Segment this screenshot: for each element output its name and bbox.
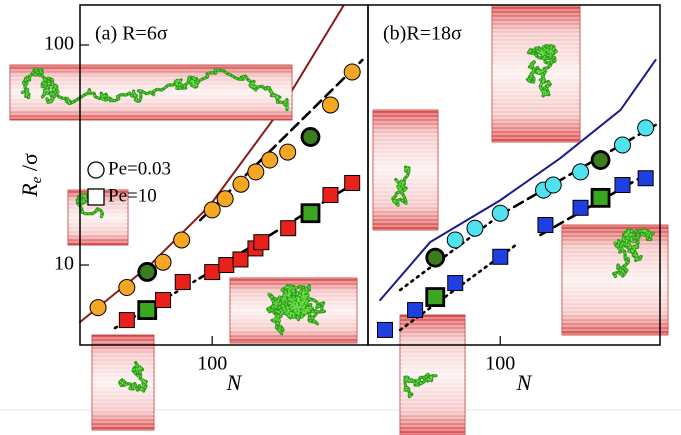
data-point (254, 235, 269, 250)
data-point (233, 176, 249, 192)
data-point (219, 258, 234, 273)
snapshot (230, 278, 357, 343)
data-point (427, 249, 444, 266)
data-point (545, 177, 561, 193)
data-point (119, 313, 134, 328)
data-point (638, 120, 654, 136)
data-point (408, 303, 423, 318)
data-point (615, 178, 630, 193)
data-point (262, 152, 278, 168)
data-point (217, 191, 233, 207)
snapshot (400, 315, 465, 435)
data-point (205, 265, 220, 280)
snapshot (373, 110, 438, 230)
legend-marker (88, 162, 104, 178)
data-point (538, 218, 553, 233)
data-point (174, 232, 190, 248)
data-point (378, 322, 393, 337)
data-point (233, 252, 248, 267)
panel-label: (a) R=6σ (95, 23, 168, 45)
data-point (573, 164, 589, 180)
insets-layer (10, 5, 668, 435)
data-point (204, 202, 220, 218)
data-point (280, 144, 296, 160)
data-point (281, 221, 296, 236)
x-axis-label: N (516, 370, 533, 395)
data-point (90, 300, 106, 316)
data-point (638, 171, 653, 186)
data-point (175, 275, 190, 290)
snapshot (562, 225, 668, 335)
data-point (493, 249, 508, 264)
data-point (345, 175, 360, 190)
legend-label: Pe=0.03 (108, 158, 171, 179)
snapshot (492, 5, 580, 142)
data-point (248, 164, 264, 180)
data-point (155, 254, 171, 270)
data-point (119, 280, 135, 296)
y-label-main: R (17, 183, 42, 198)
snapshot (10, 65, 292, 120)
x-tick-label: 100 (485, 353, 515, 375)
data-point (427, 289, 444, 306)
data-point (467, 220, 483, 236)
data-point (492, 205, 508, 221)
legend-label: Pe=10 (108, 185, 157, 206)
legend-marker (88, 189, 104, 205)
data-point (447, 232, 463, 248)
data-point (592, 152, 609, 169)
data-point (302, 205, 319, 222)
data-point (448, 276, 463, 291)
x-axis-label: N (226, 370, 243, 395)
data-point (615, 137, 631, 153)
y-tick-label: 10 (54, 253, 74, 275)
data-point (344, 64, 360, 80)
figure: 10010100N(a) R=6σRe /σPe=0.03Pe=10100N(b… (0, 0, 681, 435)
y-label-tail: /σ (17, 153, 42, 177)
data-point (139, 302, 156, 319)
y-axis-label: Re /σ (17, 153, 45, 198)
data-point (592, 189, 609, 206)
data-point (323, 188, 338, 203)
panel-label: (b)R=18σ (383, 23, 462, 45)
data-point (139, 263, 156, 280)
data-point (156, 293, 171, 308)
data-point (322, 97, 338, 113)
snapshot (92, 335, 154, 430)
data-point (302, 128, 319, 145)
x-tick-label: 100 (197, 353, 227, 375)
data-point (573, 200, 588, 215)
y-tick-label: 100 (44, 33, 74, 55)
